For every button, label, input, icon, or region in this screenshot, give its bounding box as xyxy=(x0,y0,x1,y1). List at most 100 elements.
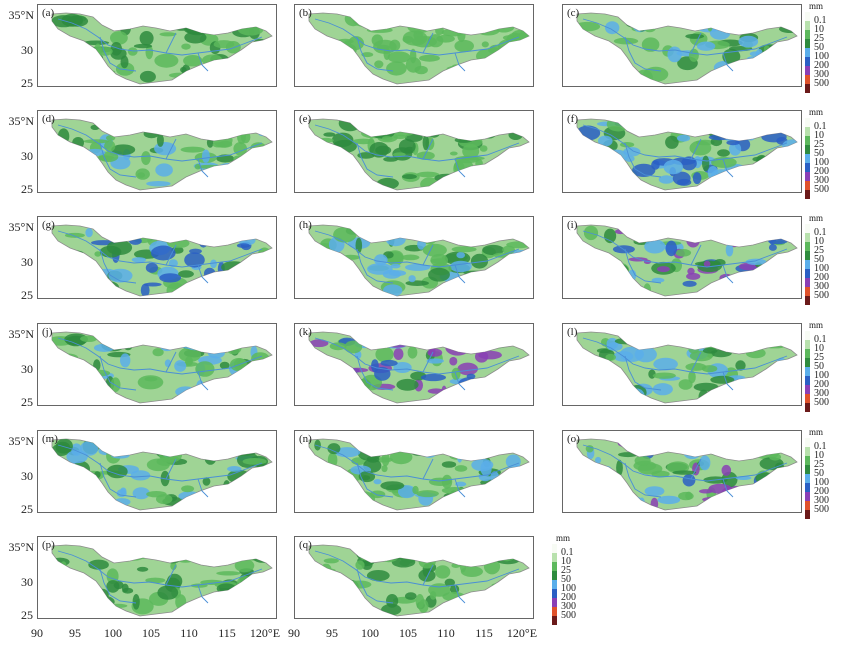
basin-map xyxy=(308,438,530,511)
panel-label: (n) xyxy=(299,433,312,445)
legend-level-label: 25 xyxy=(814,139,824,150)
legend-unit: mm xyxy=(809,107,824,117)
map-panel: (g) xyxy=(37,216,277,299)
legend-unit: mm xyxy=(809,320,824,330)
legend-level-label: 500 xyxy=(814,504,829,515)
x-tick-label: 105 xyxy=(399,626,417,640)
river-line xyxy=(356,142,394,178)
panel-label: (k) xyxy=(299,326,312,338)
legend-level-label: 100 xyxy=(814,477,829,488)
river-line xyxy=(165,138,177,160)
river-line xyxy=(582,444,788,482)
basin-map xyxy=(576,438,798,511)
colorbar-legend: mm 0.1 10 25 50 100 200 300 500 xyxy=(805,107,856,199)
legend-swatch xyxy=(805,447,810,456)
river-line xyxy=(624,462,662,498)
legend-swatch xyxy=(552,616,557,625)
legend-level-label: 25 xyxy=(814,245,824,256)
panel-label: (d) xyxy=(42,113,55,125)
legend-level-label: 0.1 xyxy=(814,227,827,238)
map-panel: (f) xyxy=(562,110,802,193)
river-line xyxy=(690,138,702,160)
basin-map xyxy=(308,544,530,617)
legend-level-label: 0.1 xyxy=(561,547,574,558)
legend-swatch xyxy=(805,394,810,403)
river-line xyxy=(99,142,137,178)
legend-swatch xyxy=(805,510,810,519)
panel-label: (c) xyxy=(567,7,580,19)
y-tick-label: 30 xyxy=(21,469,33,483)
river-line xyxy=(624,355,662,391)
river-line xyxy=(197,478,209,498)
legend-level-label: 10 xyxy=(561,556,571,567)
river-line xyxy=(314,230,520,268)
map-panel: (a) xyxy=(37,4,277,87)
legend-swatch xyxy=(805,66,810,75)
legend-swatch xyxy=(805,242,810,251)
basin-map xyxy=(51,224,273,297)
legend-level-label: 200 xyxy=(561,592,576,603)
river-line xyxy=(454,158,466,178)
river-line xyxy=(99,36,137,72)
river-line xyxy=(165,458,177,480)
legend-swatch xyxy=(805,136,810,145)
legend-swatch xyxy=(805,39,810,48)
colorbar-legend: mm 0.1 10 25 50 100 200 300 500 xyxy=(805,213,856,305)
river-line xyxy=(422,351,434,373)
legend-swatch xyxy=(805,331,810,340)
map-panel: (b) xyxy=(294,4,534,87)
legend-swatch xyxy=(805,358,810,367)
river-line xyxy=(454,264,466,284)
river-line xyxy=(582,124,788,162)
legend-level-label: 10 xyxy=(814,450,824,461)
river-line xyxy=(57,18,263,56)
legend-level-label: 0.1 xyxy=(814,441,827,452)
river-line xyxy=(57,124,263,162)
basin-map xyxy=(576,12,798,85)
legend-swatch xyxy=(552,580,557,589)
legend-level-label: 200 xyxy=(814,486,829,497)
x-tick-label: 90 xyxy=(288,626,300,640)
legend-level-label: 50 xyxy=(814,468,824,479)
legend-swatch xyxy=(805,260,810,269)
x-tick-label: 105 xyxy=(142,626,160,640)
x-tick-label: 100 xyxy=(104,626,122,640)
river-line xyxy=(356,36,394,72)
river-line xyxy=(99,355,137,391)
river-line xyxy=(165,244,177,266)
legend-level-label: 100 xyxy=(814,370,829,381)
panel-label: (o) xyxy=(567,433,580,445)
legend-level-label: 300 xyxy=(814,495,829,506)
river-line xyxy=(314,18,520,56)
basin-map xyxy=(308,331,530,404)
river-line xyxy=(582,230,788,268)
legend-level-label: 200 xyxy=(814,272,829,283)
legend-swatch xyxy=(552,598,557,607)
legend-level-label: 200 xyxy=(814,60,829,71)
river-line xyxy=(356,568,394,604)
basin-map xyxy=(51,544,273,617)
y-tick-label: 30 xyxy=(21,362,33,376)
river-line xyxy=(197,371,209,391)
map-panel: (c) xyxy=(562,4,802,87)
x-tick-label: 95 xyxy=(326,626,338,640)
river-line xyxy=(165,351,177,373)
river-line xyxy=(690,244,702,266)
y-tick-label: 35°N xyxy=(8,327,34,341)
legend-level-label: 200 xyxy=(814,166,829,177)
y-tick-label: 25 xyxy=(21,608,33,622)
river-line xyxy=(165,564,177,586)
panel-label: (f) xyxy=(567,113,578,125)
legend-level-label: 25 xyxy=(814,352,824,363)
legend-swatch xyxy=(805,251,810,260)
legend-swatch xyxy=(552,562,557,571)
legend-swatch xyxy=(805,367,810,376)
legend-level-label: 100 xyxy=(814,157,829,168)
legend-swatch xyxy=(805,456,810,465)
river-line xyxy=(624,248,662,284)
river-line xyxy=(57,337,263,375)
y-tick-label: 35°N xyxy=(8,540,34,554)
legend-unit: mm xyxy=(809,1,824,11)
legend-swatch xyxy=(552,544,557,553)
legend-level-label: 10 xyxy=(814,343,824,354)
